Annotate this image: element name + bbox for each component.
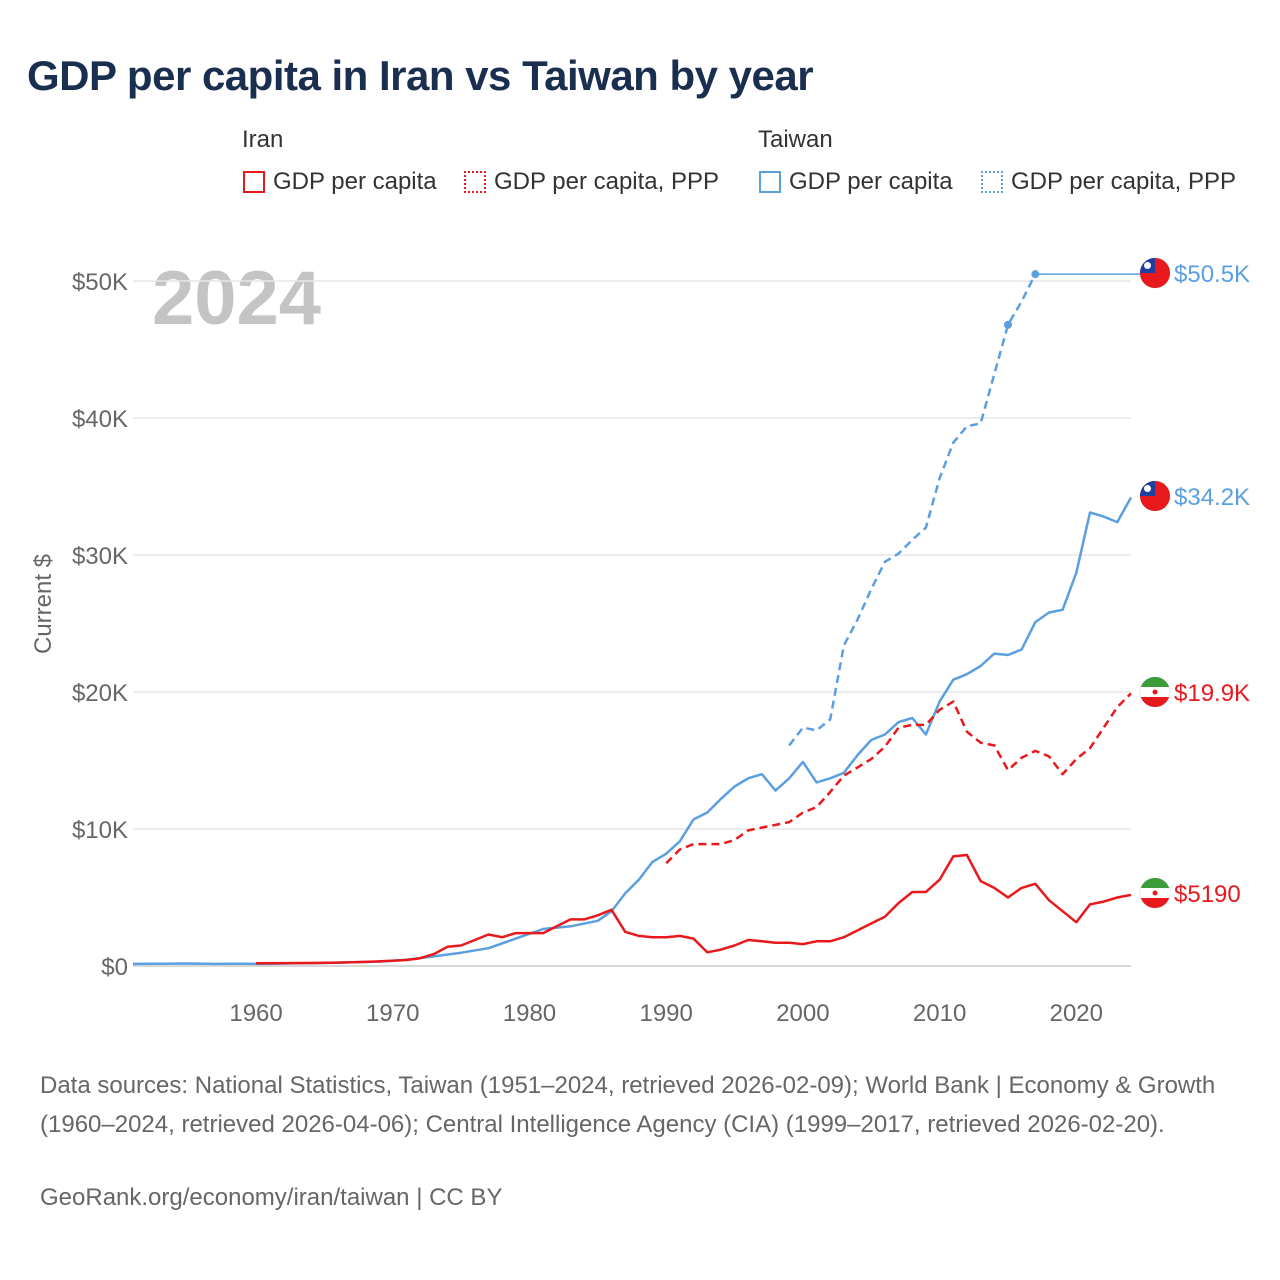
iran-flag-icon <box>1139 877 1171 909</box>
page-title: GDP per capita in Iran vs Taiwan by year <box>27 52 814 99</box>
legend-item-taiwan-ppp[interactable]: GDP per capita, PPP <box>981 168 1236 196</box>
end-label-taiwan_ppp: $50.5K <box>1174 261 1250 288</box>
legend-swatch-taiwan-ppp <box>981 171 1003 193</box>
y-tick-label: $30K <box>72 543 128 570</box>
y-tick-label: $20K <box>72 680 128 707</box>
x-tick-label: 1960 <box>229 1000 282 1027</box>
legend-swatch-taiwan-gdp <box>759 171 781 193</box>
legend-label-taiwan-gdp: GDP per capita <box>789 168 953 195</box>
series-line-iran_gdp[interactable] <box>255 853 1132 965</box>
x-tick-label: 2020 <box>1050 1000 1103 1027</box>
x-tick-label: 2000 <box>776 1000 829 1027</box>
line-chart: 2024 Current $ $0 $10K $20K $30K $40K $50K 19… <box>30 256 1250 1027</box>
end-label-taiwan_gdp: $34.2K <box>1174 484 1250 511</box>
y-tick-label: $40K <box>72 406 128 433</box>
y-tick-label: $0 <box>101 954 128 981</box>
legend-swatch-iran-ppp <box>464 171 486 193</box>
year-watermark: 2024 <box>152 256 321 341</box>
legend-label-iran-ppp: GDP per capita, PPP <box>494 168 719 195</box>
series-line-taiwan_ppp[interactable] <box>788 273 1037 747</box>
source-link[interactable]: GeoRank.org/economy/iran/taiwan | CC BY <box>40 1184 503 1211</box>
legend-heading-taiwan: Taiwan <box>758 126 833 153</box>
series-line-iran_ppp[interactable] <box>665 692 1132 865</box>
end-label-iran_ppp: $19.9K <box>1174 680 1250 707</box>
taiwan-flag-icon <box>1139 480 1171 512</box>
x-tick-label: 1990 <box>639 1000 692 1027</box>
x-tick-label: 2010 <box>913 1000 966 1027</box>
x-tick-label: 1980 <box>503 1000 556 1027</box>
y-tick-label: $50K <box>72 269 128 296</box>
data-point-marker[interactable] <box>1031 270 1040 279</box>
legend-heading-iran: Iran <box>242 126 284 153</box>
legend-item-iran-ppp[interactable]: GDP per capita, PPP <box>464 168 719 196</box>
legend-label-iran-gdp: GDP per capita <box>273 168 437 195</box>
end-label-iran_gdp: $5190 <box>1174 881 1241 908</box>
data-sources: Data sources: National Statistics, Taiwa… <box>40 1072 1216 1138</box>
legend-item-taiwan-gdp[interactable]: GDP per capita <box>759 168 953 196</box>
legend-label-taiwan-ppp: GDP per capita, PPP <box>1011 168 1236 195</box>
legend-item-iran-gdp[interactable]: GDP per capita <box>243 168 437 196</box>
data-point-marker[interactable] <box>1003 320 1012 329</box>
iran-flag-icon <box>1139 676 1171 708</box>
x-tick-label: 1970 <box>366 1000 419 1027</box>
y-axis-title: Current $ <box>30 554 57 654</box>
taiwan-flag-icon <box>1139 257 1171 289</box>
series-line-taiwan_gdp[interactable] <box>132 496 1133 966</box>
legend-swatch-iran-gdp <box>243 171 265 193</box>
y-tick-label: $10K <box>72 817 128 844</box>
